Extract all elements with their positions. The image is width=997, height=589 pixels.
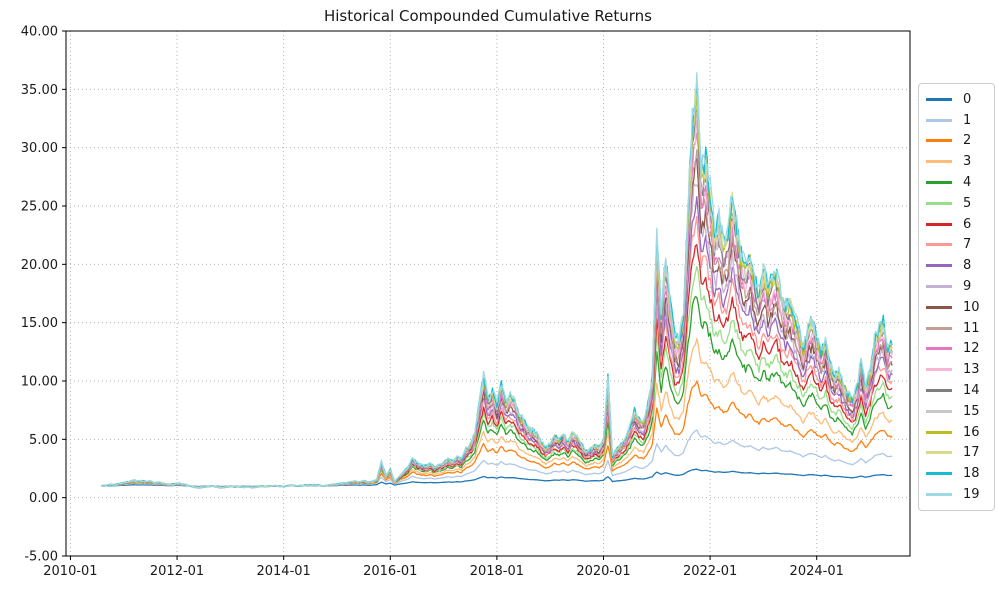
legend-label: 9 xyxy=(963,279,972,295)
y-tick-label: 35.00 xyxy=(21,83,58,98)
legend-entry-9: 9 xyxy=(926,276,990,297)
legend-swatch-icon xyxy=(926,430,952,434)
legend-swatch-icon xyxy=(926,243,952,247)
legend-label: 6 xyxy=(963,216,972,232)
legend-label: 19 xyxy=(963,487,980,503)
x-tick-label: 2020-01 xyxy=(576,564,630,579)
series-line-4 xyxy=(101,295,893,489)
legend-swatch-icon xyxy=(926,264,952,268)
legend-swatch-icon xyxy=(926,389,952,393)
legend-label: 0 xyxy=(963,91,972,107)
y-tick-label: 5.00 xyxy=(29,433,58,448)
legend-entry-7: 7 xyxy=(926,235,990,256)
legend-swatch-icon xyxy=(926,160,952,164)
plot-border xyxy=(65,30,911,557)
legend-label: 16 xyxy=(963,424,980,440)
legend-swatch-icon xyxy=(926,139,952,143)
legend-label: 7 xyxy=(963,237,972,253)
legend-label: 15 xyxy=(963,403,980,419)
legend-entry-0: 0 xyxy=(926,89,990,110)
legend-swatch-icon xyxy=(926,305,952,309)
legend-swatch-icon xyxy=(926,409,952,413)
x-tick-label: 2022-01 xyxy=(683,564,737,579)
legend-entry-8: 8 xyxy=(926,255,990,276)
legend-label: 8 xyxy=(963,258,972,274)
legend-swatch-icon xyxy=(926,201,952,205)
y-tick-label: -5.00 xyxy=(24,550,58,565)
x-tick-label: 2014-01 xyxy=(256,564,310,579)
legend-entry-19: 19 xyxy=(926,484,990,505)
legend-swatch-icon xyxy=(926,472,952,476)
y-tick-label: 30.00 xyxy=(21,141,58,156)
x-tick-label: 2012-01 xyxy=(150,564,204,579)
legend-swatch-icon xyxy=(926,222,952,226)
legend-label: 1 xyxy=(963,112,972,128)
x-tick-label: 2016-01 xyxy=(363,564,417,579)
legend-swatch-icon xyxy=(926,285,952,289)
legend-swatch-icon xyxy=(926,118,952,122)
legend-label: 3 xyxy=(963,154,972,170)
y-tick-label: 0.00 xyxy=(29,491,58,506)
x-tick-label: 2024-01 xyxy=(790,564,844,579)
legend-entry-6: 6 xyxy=(926,214,990,235)
legend-entry-2: 2 xyxy=(926,131,990,152)
legend-entry-16: 16 xyxy=(926,422,990,443)
legend-label: 5 xyxy=(963,195,972,211)
legend-label: 17 xyxy=(963,445,980,461)
legend-entry-3: 3 xyxy=(926,151,990,172)
legend-swatch-icon xyxy=(926,368,952,372)
series-line-19 xyxy=(101,72,893,489)
legend-entry-14: 14 xyxy=(926,380,990,401)
legend: 0 1 2 3 4 5 6 7 8 9 10 11 12 13 14 15 16 17 18 19 xyxy=(918,83,995,511)
series-line-8 xyxy=(101,196,893,489)
y-tick-label: 15.00 xyxy=(21,316,58,331)
y-tick-label: 20.00 xyxy=(21,258,58,273)
legend-entry-15: 15 xyxy=(926,401,990,422)
chart-title: Historical Compounded Cumulative Returns xyxy=(323,7,652,25)
legend-label: 11 xyxy=(963,320,980,336)
legend-label: 2 xyxy=(963,133,972,149)
legend-entry-11: 11 xyxy=(926,318,990,339)
y-tick-label: 40.00 xyxy=(21,25,58,40)
legend-swatch-icon xyxy=(926,181,952,185)
legend-swatch-icon xyxy=(926,347,952,351)
legend-label: 13 xyxy=(963,362,980,378)
y-tick-label: 25.00 xyxy=(21,200,58,215)
legend-entry-12: 12 xyxy=(926,339,990,360)
legend-swatch-icon xyxy=(926,493,952,497)
x-tick-label: 2018-01 xyxy=(470,564,524,579)
legend-label: 18 xyxy=(963,466,980,482)
legend-entry-4: 4 xyxy=(926,172,990,193)
legend-entry-18: 18 xyxy=(926,463,990,484)
legend-entry-10: 10 xyxy=(926,297,990,318)
legend-label: 12 xyxy=(963,341,980,357)
legend-entry-1: 1 xyxy=(926,110,990,131)
x-tick-label: 2010-01 xyxy=(43,564,97,579)
legend-swatch-icon xyxy=(926,97,952,101)
legend-entry-13: 13 xyxy=(926,359,990,380)
legend-swatch-icon xyxy=(926,326,952,330)
legend-swatch-icon xyxy=(926,451,952,455)
legend-entry-17: 17 xyxy=(926,443,990,464)
series-line-11 xyxy=(101,149,893,489)
legend-label: 4 xyxy=(963,175,972,191)
legend-entry-5: 5 xyxy=(926,193,990,214)
y-tick-label: 10.00 xyxy=(21,375,58,390)
legend-label: 14 xyxy=(963,383,980,399)
legend-label: 10 xyxy=(963,299,980,315)
